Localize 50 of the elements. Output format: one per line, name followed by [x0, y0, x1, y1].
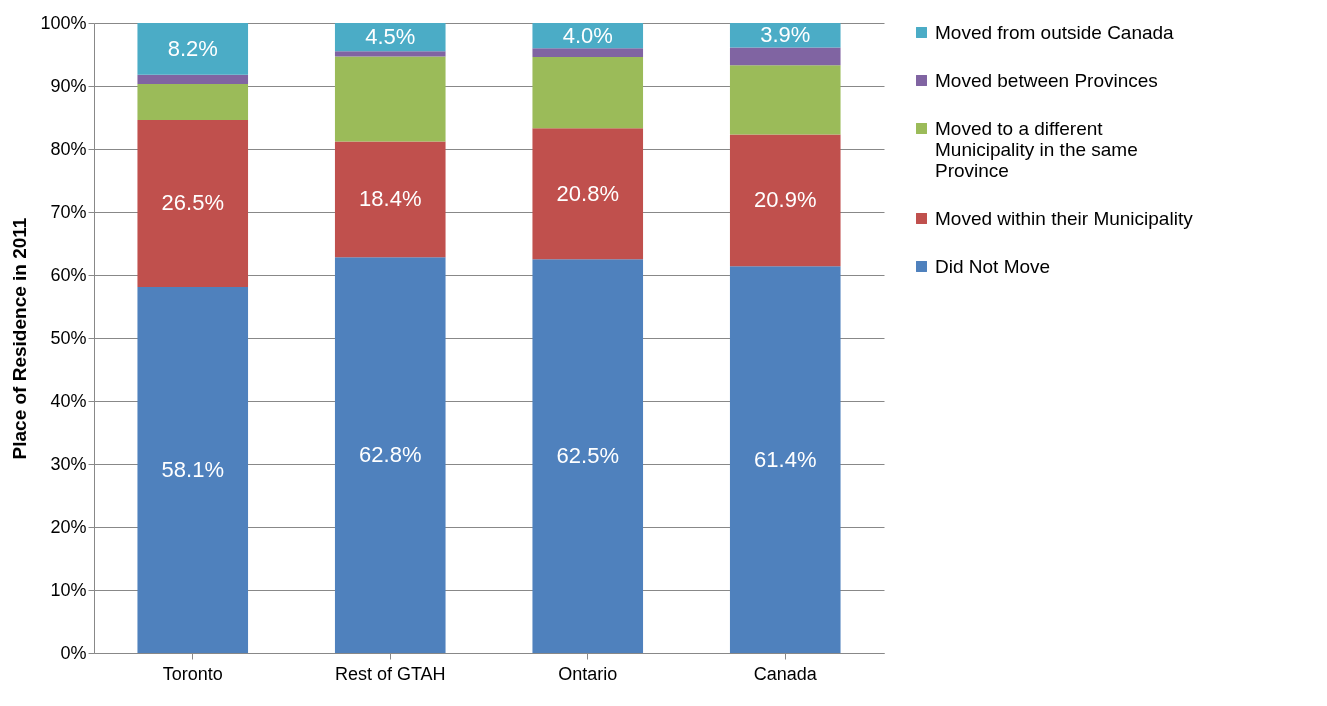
data-label: 58.1%: [161, 456, 224, 482]
data-label: 18.4%: [359, 186, 422, 212]
y-tick-label: 20%: [50, 516, 87, 537]
legend-label: Moved between Provinces: [935, 69, 1158, 91]
y-tick-label: 40%: [50, 390, 87, 411]
bar: [137, 23, 249, 75]
bar: [532, 128, 644, 260]
y-tick-label: 30%: [50, 453, 87, 474]
bar: [729, 266, 841, 653]
data-label: 20.8%: [556, 180, 619, 206]
bar: [334, 56, 446, 142]
data-label: 4.5%: [365, 24, 416, 50]
bar: [137, 74, 249, 85]
x-tick-label: Rest of GTAH: [334, 663, 446, 684]
data-label: 26.5%: [161, 190, 224, 216]
bar: [334, 257, 446, 653]
bar: [137, 84, 249, 121]
y-tick-label: 50%: [50, 327, 87, 348]
bar: [729, 65, 841, 135]
data-label: 3.9%: [760, 22, 811, 48]
bar: [137, 120, 249, 287]
data-label: 8.2%: [167, 35, 218, 61]
x-tick-label: Ontario: [558, 663, 618, 684]
bar: [532, 259, 644, 653]
bar: [729, 47, 841, 66]
bar: [532, 48, 644, 58]
legend-label: Moved within their Municipality: [935, 207, 1194, 229]
legend-label: Moved from outside Canada: [935, 21, 1175, 43]
y-tick-label: 100%: [40, 12, 87, 33]
y-tick-label: 0%: [60, 642, 87, 663]
legend-label: Moved to a different Municipality in the same Province: [935, 117, 1138, 181]
data-label: 62.5%: [556, 443, 619, 469]
y-tick-label: 70%: [50, 201, 87, 222]
y-tick-label: 10%: [50, 579, 87, 600]
y-tick-label: 90%: [50, 75, 87, 96]
y-tick-label: 60%: [50, 264, 87, 285]
x-tick-label: Toronto: [162, 663, 223, 684]
bar: [137, 286, 249, 653]
y-axis-title: Place of Residence in 2011: [9, 217, 31, 460]
x-tick-label: Canada: [753, 663, 818, 684]
bar: [334, 51, 446, 57]
data-label: 62.8%: [359, 442, 422, 468]
data-label: 61.4%: [754, 446, 817, 472]
data-label: 20.9%: [754, 187, 817, 213]
bar: [532, 57, 644, 129]
legend-label: Did Not Move: [935, 255, 1051, 277]
bar: [334, 141, 446, 258]
bar: [729, 134, 841, 267]
y-tick-label: 80%: [50, 138, 87, 159]
data-label: 4.0%: [562, 22, 613, 48]
